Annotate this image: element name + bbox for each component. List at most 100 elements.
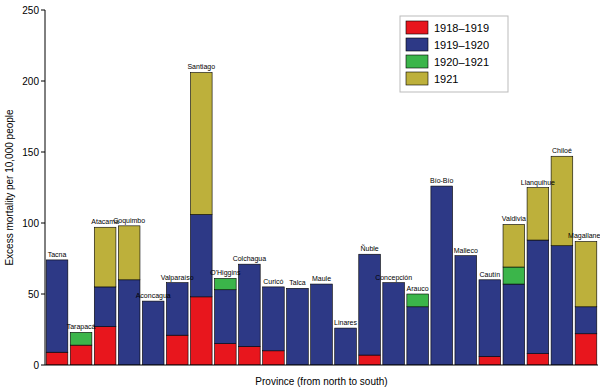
- bar-segment: [215, 278, 237, 279]
- bar-segment: [287, 288, 309, 289]
- legend-label: 1921: [434, 73, 458, 85]
- bar-segment: [94, 287, 116, 327]
- bar-segment: [311, 284, 333, 365]
- bar-segment: [335, 328, 357, 329]
- category-label: Aconcagua: [136, 292, 171, 300]
- category-label: Concepción: [375, 274, 412, 282]
- bar-segment: [431, 186, 453, 187]
- bar-segment: [359, 254, 381, 255]
- legend-label: 1918–1919: [434, 22, 489, 34]
- bar-segment: [311, 284, 333, 285]
- bar-segment: [551, 246, 573, 365]
- bar-segment: [383, 282, 405, 283]
- y-tick-label: 200: [22, 76, 39, 87]
- y-tick-label: 0: [33, 360, 39, 371]
- bar-segment: [166, 282, 188, 283]
- category-label: Arauco: [407, 285, 429, 292]
- bar-segment: [407, 294, 429, 307]
- category-label: Maule: [312, 275, 331, 282]
- bar-segment: [239, 264, 261, 346]
- bar-segment: [431, 186, 453, 365]
- legend-swatch: [406, 21, 428, 34]
- category-label: Coquimbo: [113, 217, 145, 225]
- category-label: Curicó: [263, 278, 283, 285]
- bar-segment: [311, 284, 333, 285]
- y-tick: [41, 10, 45, 11]
- bar-segment: [479, 280, 501, 357]
- bar-segment: [503, 284, 525, 365]
- bar-segment: [503, 267, 525, 284]
- y-tick: [41, 81, 45, 82]
- legend-box: [400, 16, 508, 92]
- bar-segment: [263, 351, 285, 365]
- bar-segment: [479, 279, 501, 280]
- y-tick-label: 250: [22, 5, 39, 16]
- bar-segment: [46, 352, 68, 365]
- category-label: Valdivia: [502, 215, 526, 222]
- y-axis-label: Excess mortality per 10,000 people: [4, 109, 15, 266]
- bars: [46, 72, 597, 365]
- bar-segment: [335, 328, 357, 365]
- bar-segment: [359, 254, 381, 255]
- bar-segment: [118, 226, 140, 280]
- bar-segment: [263, 286, 285, 287]
- bar-segment: [142, 301, 164, 302]
- bar-segment: [239, 347, 261, 365]
- category-label: Valparaíso: [161, 274, 194, 282]
- legend-swatch: [406, 72, 428, 85]
- y-tick: [41, 294, 45, 295]
- bar-segment: [455, 255, 477, 256]
- bar-segment: [166, 335, 188, 365]
- bar-segment: [479, 279, 501, 280]
- bar-segment: [527, 240, 549, 354]
- category-label: Cautín: [479, 271, 500, 278]
- bar-segment: [479, 356, 501, 365]
- bar-segment: [94, 227, 116, 287]
- bar-segment: [70, 332, 92, 345]
- legend-label: 1920–1921: [434, 56, 489, 68]
- category-label: O'Higgins: [210, 269, 241, 277]
- legend-swatch: [406, 55, 428, 68]
- category-label: Tarapacá: [67, 323, 96, 331]
- y-tick: [41, 223, 45, 224]
- category-label: Tacna: [48, 251, 67, 258]
- bar-segment: [527, 188, 549, 241]
- y-axis: [45, 10, 46, 365]
- y-tick: [41, 365, 45, 366]
- bar-segment: [46, 259, 68, 260]
- bar-segment: [239, 264, 261, 265]
- bar-segment: [575, 334, 597, 365]
- bar-segment: [575, 307, 597, 334]
- bar-segment: [215, 290, 237, 344]
- bar-segment: [287, 288, 309, 289]
- chart: TacnaTarapacáAtacamaCoquimboAconcaguaVal…: [0, 0, 600, 392]
- bar-segment: [359, 254, 381, 355]
- bar-segment: [215, 278, 237, 289]
- bar-segment: [215, 344, 237, 365]
- bar-segment: [166, 282, 188, 283]
- category-label: Linares: [334, 319, 357, 326]
- legend: 1918–1919 1919–1920 1920–1921 1921: [400, 16, 508, 92]
- bar-segment: [142, 301, 164, 365]
- bar-segment: [263, 287, 285, 351]
- bar-segment: [263, 286, 285, 287]
- bar-segment: [166, 283, 188, 336]
- bar-segment: [455, 256, 477, 365]
- category-label: Chiloé: [552, 147, 572, 154]
- bar-segment: [431, 186, 453, 187]
- y-tick-label: 150: [22, 147, 39, 158]
- bar-segment: [190, 297, 212, 365]
- x-axis: [45, 365, 598, 366]
- legend-label: 1919–1920: [434, 39, 489, 51]
- category-label: Malleco: [454, 247, 478, 254]
- legend-swatch: [406, 38, 428, 51]
- bar-segment: [527, 354, 549, 365]
- bar-segment: [575, 241, 597, 306]
- bar-segment: [46, 259, 68, 260]
- bar-segment: [383, 282, 405, 283]
- category-label: Magallanes: [568, 232, 600, 240]
- bar-segment: [359, 355, 381, 365]
- category-label: Bío-Bío: [430, 177, 453, 184]
- category-label: Llanquihue: [521, 179, 555, 187]
- category-label: Talca: [289, 279, 305, 286]
